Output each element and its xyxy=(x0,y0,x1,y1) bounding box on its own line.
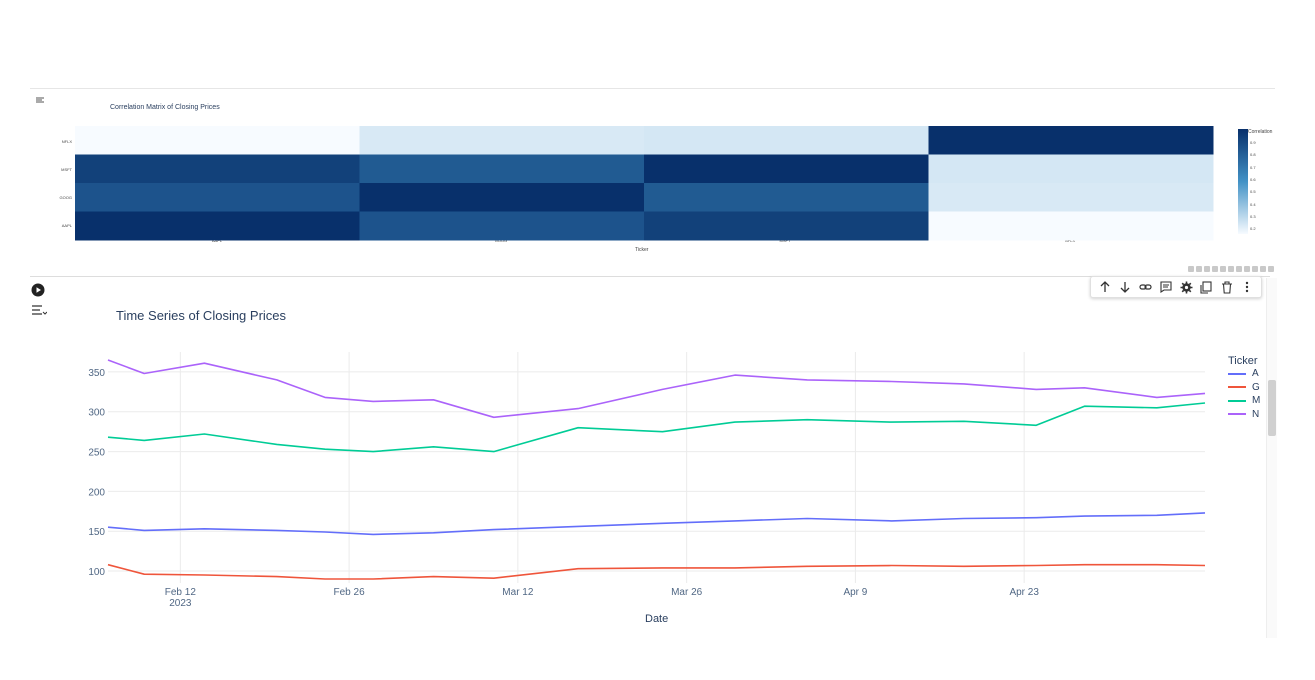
colorbar-tick: 0.7 xyxy=(1250,164,1256,170)
vertical-scrollbar[interactable] xyxy=(1266,278,1277,638)
heatmap-cell xyxy=(75,126,360,155)
x-tick-label: Mar 12 xyxy=(502,587,534,598)
colorbar-tick: 0.2 xyxy=(1250,226,1256,232)
heatmap-cell xyxy=(928,126,1214,155)
filter-settings-icon-top[interactable] xyxy=(35,92,45,110)
colorbar-tick: 0.6 xyxy=(1250,176,1256,182)
legend-swatch xyxy=(1228,372,1246,375)
heatmap-modebar[interactable] xyxy=(1188,266,1274,272)
colorbar-tick: 0.3 xyxy=(1250,213,1256,219)
colorbar-tick: 0.9 xyxy=(1250,140,1256,145)
run-cell-button[interactable] xyxy=(31,283,45,302)
legend-swatch xyxy=(1228,399,1246,402)
legend-label: N xyxy=(1252,408,1260,420)
legend-item[interactable]: N xyxy=(1228,409,1259,420)
series-line-G[interactable] xyxy=(107,563,1206,580)
x-tick-label: Feb 26 xyxy=(334,587,366,598)
legend-label: M xyxy=(1252,395,1261,406)
heatmap-cell xyxy=(644,154,929,184)
heatmap-cell xyxy=(928,183,1214,212)
x-tick-label: Apr 9 xyxy=(843,587,867,598)
heatmap-chart xyxy=(75,126,1248,241)
heatmap-cell xyxy=(644,183,929,212)
scrollbar-thumb[interactable] xyxy=(1268,380,1276,436)
legend-label: A xyxy=(1252,368,1259,379)
legend-label: G xyxy=(1252,381,1260,393)
heatmap-cell xyxy=(644,126,929,155)
gear-icon[interactable] xyxy=(1178,279,1194,295)
copy-icon[interactable] xyxy=(1198,279,1214,295)
legend-item[interactable]: M xyxy=(1228,395,1260,406)
heatmap-cell xyxy=(928,154,1214,184)
series-line-A[interactable] xyxy=(107,512,1206,536)
colorbar-tick: 0.4 xyxy=(1250,201,1256,207)
heatmap-ytick: MSFT xyxy=(61,167,72,172)
trash-icon[interactable] xyxy=(1219,279,1235,295)
y-tick-label: 350 xyxy=(88,368,105,379)
legend-swatch xyxy=(1228,413,1246,415)
comment-icon[interactable] xyxy=(1158,279,1174,295)
legend-item[interactable]: G xyxy=(1228,382,1260,393)
x-tick-sublabel: 2023 xyxy=(169,598,192,609)
filter-settings-icon[interactable] xyxy=(31,303,48,321)
heatmap-cell xyxy=(928,211,1214,241)
legend-item[interactable]: A xyxy=(1228,368,1259,379)
arrow-down-icon[interactable] xyxy=(1117,279,1133,295)
colorbar-tick: 0.5 xyxy=(1250,189,1256,195)
heatmap-title: Correlation Matrix of Closing Prices xyxy=(110,104,220,111)
y-tick-label: 200 xyxy=(88,487,105,498)
heatmap-cell xyxy=(644,211,929,241)
x-tick-label: Apr 23 xyxy=(1009,587,1039,598)
colorbar-tick: 0.8 xyxy=(1250,152,1256,158)
colorbar xyxy=(1238,129,1248,234)
y-tick-label: 100 xyxy=(88,567,105,578)
timeseries-title: Time Series of Closing Prices xyxy=(116,308,287,323)
divider xyxy=(30,276,1270,277)
heatmap-x-axis-label: Ticker xyxy=(635,247,649,253)
x-tick-label: Feb 12 xyxy=(165,587,197,598)
series-line-N[interactable] xyxy=(107,359,1206,419)
heatmap-ytick: NFLX xyxy=(61,139,72,144)
colorbar-title: Correlation xyxy=(1248,129,1273,135)
heatmap-cell xyxy=(359,183,645,212)
y-tick-label: 150 xyxy=(88,527,105,538)
more-vertical-icon[interactable] xyxy=(1239,279,1255,295)
heatmap-cell xyxy=(359,211,645,241)
link-icon[interactable] xyxy=(1138,279,1154,295)
heatmap-cell xyxy=(75,154,360,184)
cell-toolbar xyxy=(1090,276,1262,298)
heatmap-ytick: GOOG xyxy=(59,195,72,200)
heatmap-cell xyxy=(359,154,645,184)
heatmap-cell xyxy=(359,126,645,155)
legend-swatch xyxy=(1228,386,1246,388)
legend-title: Ticker xyxy=(1228,355,1258,367)
x-tick-label: Mar 26 xyxy=(671,587,703,598)
arrow-up-icon[interactable] xyxy=(1097,279,1113,295)
series-line-M[interactable] xyxy=(107,402,1206,453)
heatmap-ytick: AAPL xyxy=(61,223,72,228)
x-axis-label: Date xyxy=(645,613,669,625)
heatmap-cell xyxy=(75,211,360,241)
heatmap-cell xyxy=(75,183,360,212)
y-tick-label: 250 xyxy=(88,448,105,459)
y-tick-label: 300 xyxy=(88,408,105,419)
